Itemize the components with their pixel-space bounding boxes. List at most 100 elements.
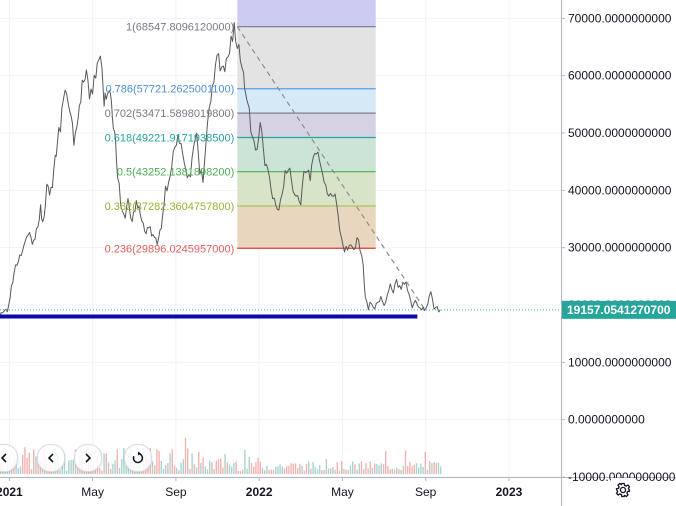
volume-bar [286, 466, 288, 474]
volume-bar [151, 461, 154, 474]
fib-zone [237, 171, 376, 206]
time-tick-label: Sep [415, 485, 437, 499]
volume-bar [101, 470, 103, 474]
fibonacci-zones [237, 0, 376, 249]
volume-bar [325, 458, 327, 474]
volume-bar [382, 464, 385, 474]
volume-bar [156, 449, 158, 474]
volume-bar [365, 463, 367, 474]
volume-bar [261, 467, 264, 474]
price-tick-label: 70000.0000000000 [568, 11, 672, 25]
volume-bar [242, 469, 244, 474]
volume-bar [187, 448, 189, 474]
volume-bar [270, 469, 272, 474]
volume-bar [244, 449, 246, 474]
volume-bar [349, 465, 352, 474]
last-price-label: 19157.0541270700 [567, 303, 671, 317]
volume-bars [0, 437, 442, 474]
volume-bar [332, 467, 334, 474]
time-axis-ticks[interactable]: 2021 May Sep 2022 May Sep 2023 [0, 477, 523, 499]
volume-bar [114, 460, 116, 474]
volume-bar [121, 459, 123, 474]
volume-bar [393, 469, 396, 474]
price-tick-label: 50000.0000000000 [568, 126, 672, 140]
volume-bar [253, 466, 255, 474]
volume-bar [385, 451, 387, 474]
volume-bar [224, 454, 226, 474]
volume-bar [160, 460, 162, 474]
volume-bar [297, 468, 299, 474]
reset-icon [132, 451, 144, 464]
volume-bar [237, 470, 239, 474]
volume-bar [308, 461, 310, 474]
volume-bar [440, 466, 442, 474]
fib-level-label: 0.702(53471.5898019800) [105, 108, 235, 120]
volume-bar [77, 467, 79, 474]
volume-bar [400, 470, 402, 474]
volume-bar [255, 462, 257, 474]
gear-icon[interactable] [615, 482, 631, 498]
volume-bar [222, 467, 224, 474]
time-tick-label: May [331, 485, 354, 499]
volume-bar [26, 457, 28, 474]
volume-bar [231, 466, 233, 474]
volume-bar [409, 461, 411, 474]
volume-bar [94, 467, 96, 474]
volume-bar [206, 469, 209, 474]
trendline [236, 26, 427, 312]
volume-bar [404, 450, 407, 474]
price-tick-label: 40000.0000000000 [568, 183, 672, 197]
scroll-left-button[interactable] [37, 444, 65, 472]
volume-bar [327, 468, 330, 474]
volume-bar [24, 447, 26, 474]
volume-bar [389, 469, 391, 474]
volume-bar [228, 464, 231, 474]
volume-bar [213, 469, 215, 474]
volume-bar [103, 453, 105, 474]
price-series-layer [0, 22, 441, 316]
volume-bar [191, 453, 193, 474]
price-axis-background [561, 0, 676, 506]
settings-button-bg[interactable] [611, 478, 635, 502]
volume-bar [173, 465, 176, 474]
fib-zone [237, 137, 376, 172]
time-tick-label: 2022 [246, 485, 273, 499]
volume-bar [294, 463, 297, 474]
volume-bar [70, 460, 72, 474]
volume-bar [66, 470, 68, 474]
fib-level-label: 0.618(49221.9171938500) [105, 132, 235, 144]
volume-bar [118, 468, 121, 474]
volume-bar [316, 469, 319, 474]
volume-bar [422, 467, 424, 474]
volume-bar [68, 460, 70, 474]
fib-zone [237, 88, 376, 114]
volume-bar [110, 469, 112, 474]
fib-zone [237, 26, 376, 89]
volume-bar [303, 470, 305, 474]
volume-bar [358, 463, 360, 474]
volume-bar [371, 467, 374, 474]
fib-zone-top [237, 0, 376, 27]
scroll-right-button[interactable] [74, 444, 102, 472]
reset-chart-button[interactable] [124, 444, 152, 472]
volume-bar [413, 464, 415, 474]
price-tick-label: 10000.0000000000 [568, 355, 672, 369]
volume-bar [420, 463, 422, 474]
fib-level-label: 0.786(57721.2625001100) [105, 84, 234, 96]
volume-bar [167, 463, 169, 474]
volume-bar [63, 453, 66, 474]
settings-button[interactable] [611, 478, 635, 502]
volume-bar [107, 462, 110, 474]
volume-bar [250, 463, 253, 474]
volume-bar [330, 468, 332, 474]
volume-bar [418, 467, 420, 474]
volume-bar [437, 462, 440, 474]
volume-bar [125, 461, 127, 474]
volume-bar [184, 437, 187, 474]
volume-bar [30, 469, 33, 474]
volume-bar [363, 469, 365, 474]
home-icon [0, 453, 7, 463]
volume-bar [336, 462, 338, 474]
time-axis-background [0, 478, 676, 506]
